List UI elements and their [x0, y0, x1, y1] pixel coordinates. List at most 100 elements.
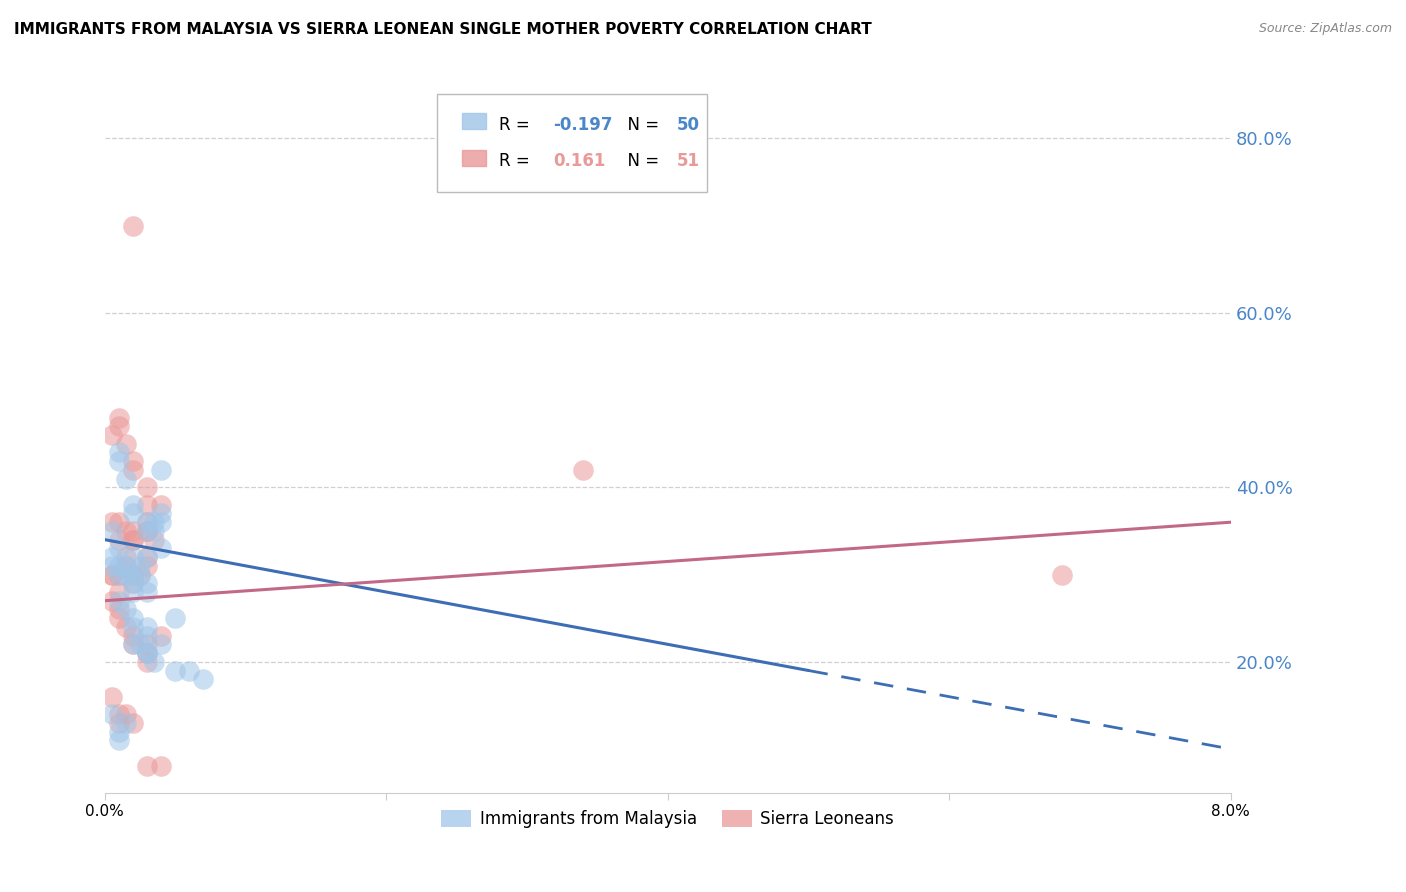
Point: [121, 585, 143, 599]
Point: [149, 541, 172, 556]
Point: [107, 567, 129, 582]
Point: [121, 715, 143, 730]
Text: 0.161: 0.161: [553, 152, 605, 169]
Point: [149, 637, 172, 651]
Point: [142, 655, 165, 669]
Text: IMMIGRANTS FROM MALAYSIA VS SIERRA LEONEAN SINGLE MOTHER POVERTY CORRELATION CHA: IMMIGRANTS FROM MALAYSIA VS SIERRA LEONE…: [14, 22, 872, 37]
Point: [135, 558, 157, 573]
Point: [572, 463, 595, 477]
Point: [100, 428, 122, 442]
Point: [121, 550, 143, 565]
Point: [121, 637, 143, 651]
Point: [100, 567, 122, 582]
Point: [135, 646, 157, 660]
Point: [149, 515, 172, 529]
Point: [135, 498, 157, 512]
Point: [135, 620, 157, 634]
Point: [128, 567, 150, 582]
Point: [165, 664, 187, 678]
Bar: [461, 150, 486, 166]
Point: [100, 593, 122, 607]
Point: [107, 558, 129, 573]
Point: [114, 620, 136, 634]
Point: [107, 419, 129, 434]
Point: [135, 550, 157, 565]
Point: [121, 463, 143, 477]
Point: [107, 445, 129, 459]
Point: [142, 533, 165, 547]
Point: [149, 629, 172, 643]
Point: [107, 715, 129, 730]
Point: [149, 507, 172, 521]
Point: [135, 524, 157, 538]
Text: R =: R =: [499, 116, 534, 134]
Point: [107, 724, 129, 739]
Point: [165, 611, 187, 625]
Point: [107, 585, 129, 599]
Point: [107, 733, 129, 747]
Text: R =: R =: [499, 152, 540, 169]
Point: [107, 567, 129, 582]
Bar: [461, 113, 486, 129]
Point: [107, 410, 129, 425]
Point: [107, 707, 129, 722]
Point: [121, 454, 143, 468]
Point: [121, 524, 143, 538]
Point: [135, 576, 157, 591]
Point: [114, 707, 136, 722]
Point: [121, 498, 143, 512]
Point: [135, 524, 157, 538]
Point: [100, 707, 122, 722]
Point: [149, 759, 172, 773]
Point: [121, 219, 143, 233]
Point: [107, 541, 129, 556]
Point: [135, 515, 157, 529]
Point: [121, 507, 143, 521]
Point: [1050, 567, 1073, 582]
Point: [107, 593, 129, 607]
Text: -0.197: -0.197: [553, 116, 613, 134]
Point: [121, 567, 143, 582]
Point: [100, 567, 122, 582]
Point: [135, 480, 157, 494]
Text: 51: 51: [676, 152, 700, 169]
Point: [107, 515, 129, 529]
Point: [135, 637, 157, 651]
Point: [114, 602, 136, 616]
Point: [100, 558, 122, 573]
Point: [135, 524, 157, 538]
Point: [114, 567, 136, 582]
Point: [135, 646, 157, 660]
Point: [128, 558, 150, 573]
Point: [121, 576, 143, 591]
Point: [149, 463, 172, 477]
Point: [121, 567, 143, 582]
Point: [100, 690, 122, 704]
Point: [107, 602, 129, 616]
Text: N =: N =: [617, 116, 665, 134]
Point: [121, 533, 143, 547]
Point: [114, 558, 136, 573]
Point: [121, 533, 143, 547]
Point: [128, 567, 150, 582]
Point: [107, 611, 129, 625]
Point: [121, 576, 143, 591]
Point: [114, 558, 136, 573]
Point: [107, 454, 129, 468]
Point: [100, 524, 122, 538]
Point: [179, 664, 201, 678]
Point: [121, 620, 143, 634]
Point: [135, 759, 157, 773]
Point: [121, 629, 143, 643]
Point: [142, 524, 165, 538]
Point: [107, 533, 129, 547]
FancyBboxPatch shape: [437, 94, 707, 192]
Point: [114, 524, 136, 538]
Point: [100, 550, 122, 565]
Point: [135, 655, 157, 669]
Point: [149, 498, 172, 512]
Point: [142, 515, 165, 529]
Point: [114, 715, 136, 730]
Point: [193, 672, 215, 686]
Point: [121, 637, 143, 651]
